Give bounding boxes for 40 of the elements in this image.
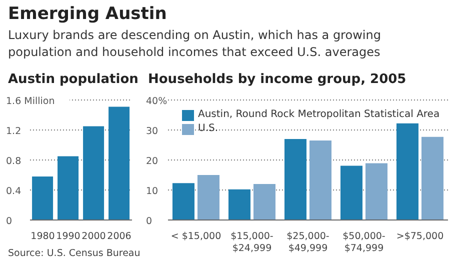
y-tick-label: 0.8 <box>6 156 22 167</box>
y-tick-label: 30 <box>146 126 158 137</box>
legend-label: Austin, Round Rock Metropolitan Statistical Area <box>198 108 440 122</box>
y-tick-label: 0.4 <box>6 186 22 197</box>
y-tick-label: 1.2 <box>6 126 22 137</box>
x-tick-label: < $15,000 <box>170 231 222 242</box>
bar <box>365 163 388 220</box>
text: Luxury brands are descending on Austin, which has a growing population and household incomes that exceed U.S. averages <box>8 27 382 61</box>
bar <box>58 156 79 220</box>
y-tick-label: 0 <box>146 216 152 227</box>
bar <box>83 126 104 220</box>
text: Emerging Austin <box>8 4 167 24</box>
bar <box>197 175 220 220</box>
y-tick-label: 1.6 Million <box>6 96 55 107</box>
chart-title: Households by income group, 2005 <box>147 72 408 89</box>
bar <box>340 166 362 220</box>
bar <box>108 106 130 220</box>
x-tick-label: 1990 <box>56 231 80 242</box>
chart-title: Austin population <box>7 72 140 89</box>
y-tick-label: 0 <box>6 216 12 227</box>
source-note: Source: U.S. Census Bureau <box>8 248 140 259</box>
bar <box>172 183 194 220</box>
x-tick-label: 2006 <box>107 231 132 242</box>
legend-label: U.S. <box>198 122 218 136</box>
y-tick-label: 40% <box>146 96 168 107</box>
x-tick-label: $50,000-$74,999 <box>342 231 386 254</box>
y-tick-label: 10 <box>146 186 158 197</box>
x-tick-label: $15,000-$24,999 <box>230 231 274 254</box>
bar <box>284 139 306 220</box>
bar <box>32 176 54 220</box>
x-tick-label: >$75,000 <box>396 231 444 242</box>
x-tick-label: 1980 <box>30 231 55 242</box>
bar <box>309 140 332 220</box>
x-tick-label: $25,000-$49,999 <box>286 231 330 254</box>
bar <box>421 136 444 220</box>
bar <box>228 189 250 220</box>
x-tick-label: 2000 <box>82 231 106 242</box>
bar <box>396 123 418 220</box>
y-tick-label: 20 <box>146 156 158 167</box>
bar <box>253 184 276 220</box>
